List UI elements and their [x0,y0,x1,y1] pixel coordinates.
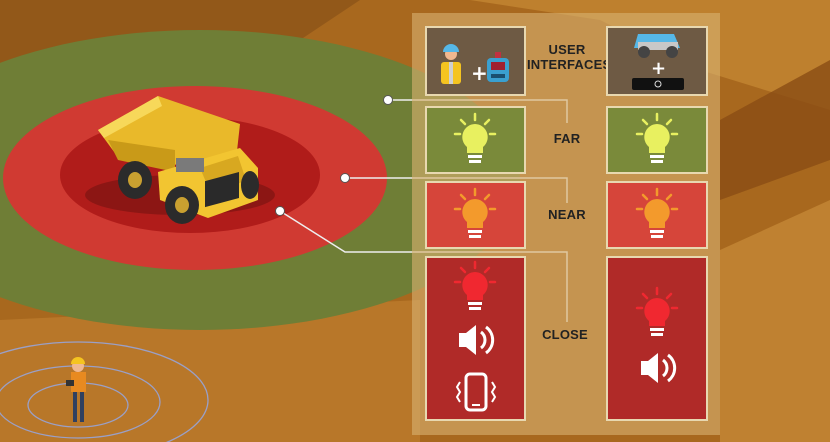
close-vehicle-tile [606,256,708,421]
light-bulb-green-icon [635,112,679,163]
worker-device-tile: + [425,26,526,96]
speaker-icon [641,353,677,383]
light-bulb-orange-icon [453,187,497,238]
vehicle-with-display-icon: + [632,34,684,90]
worker-with-wearable-icon: + [441,44,509,85]
phone-vibrate-icon [455,372,497,412]
far-vehicle-tile [606,106,708,174]
haul-truck [85,96,275,224]
light-bulb-red-icon [635,286,679,336]
worker-figure [66,357,86,422]
user-interfaces-label: USER INTERFACES [527,42,612,72]
far-worker-tile [425,106,526,174]
far-label: FAR [553,131,581,146]
svg-text:+: + [471,61,488,85]
close-worker-tile [425,256,526,421]
light-bulb-red-icon [453,260,497,310]
near-vehicle-tile [606,181,708,249]
near-worker-tile [425,181,526,249]
near-label: NEAR [548,207,586,222]
light-bulb-orange-icon [635,187,679,238]
vehicle-device-tile: + [606,26,708,96]
light-bulb-green-icon [453,112,497,163]
close-label: CLOSE [542,327,588,342]
speaker-icon [459,325,495,355]
svg-text:+: + [651,58,666,79]
